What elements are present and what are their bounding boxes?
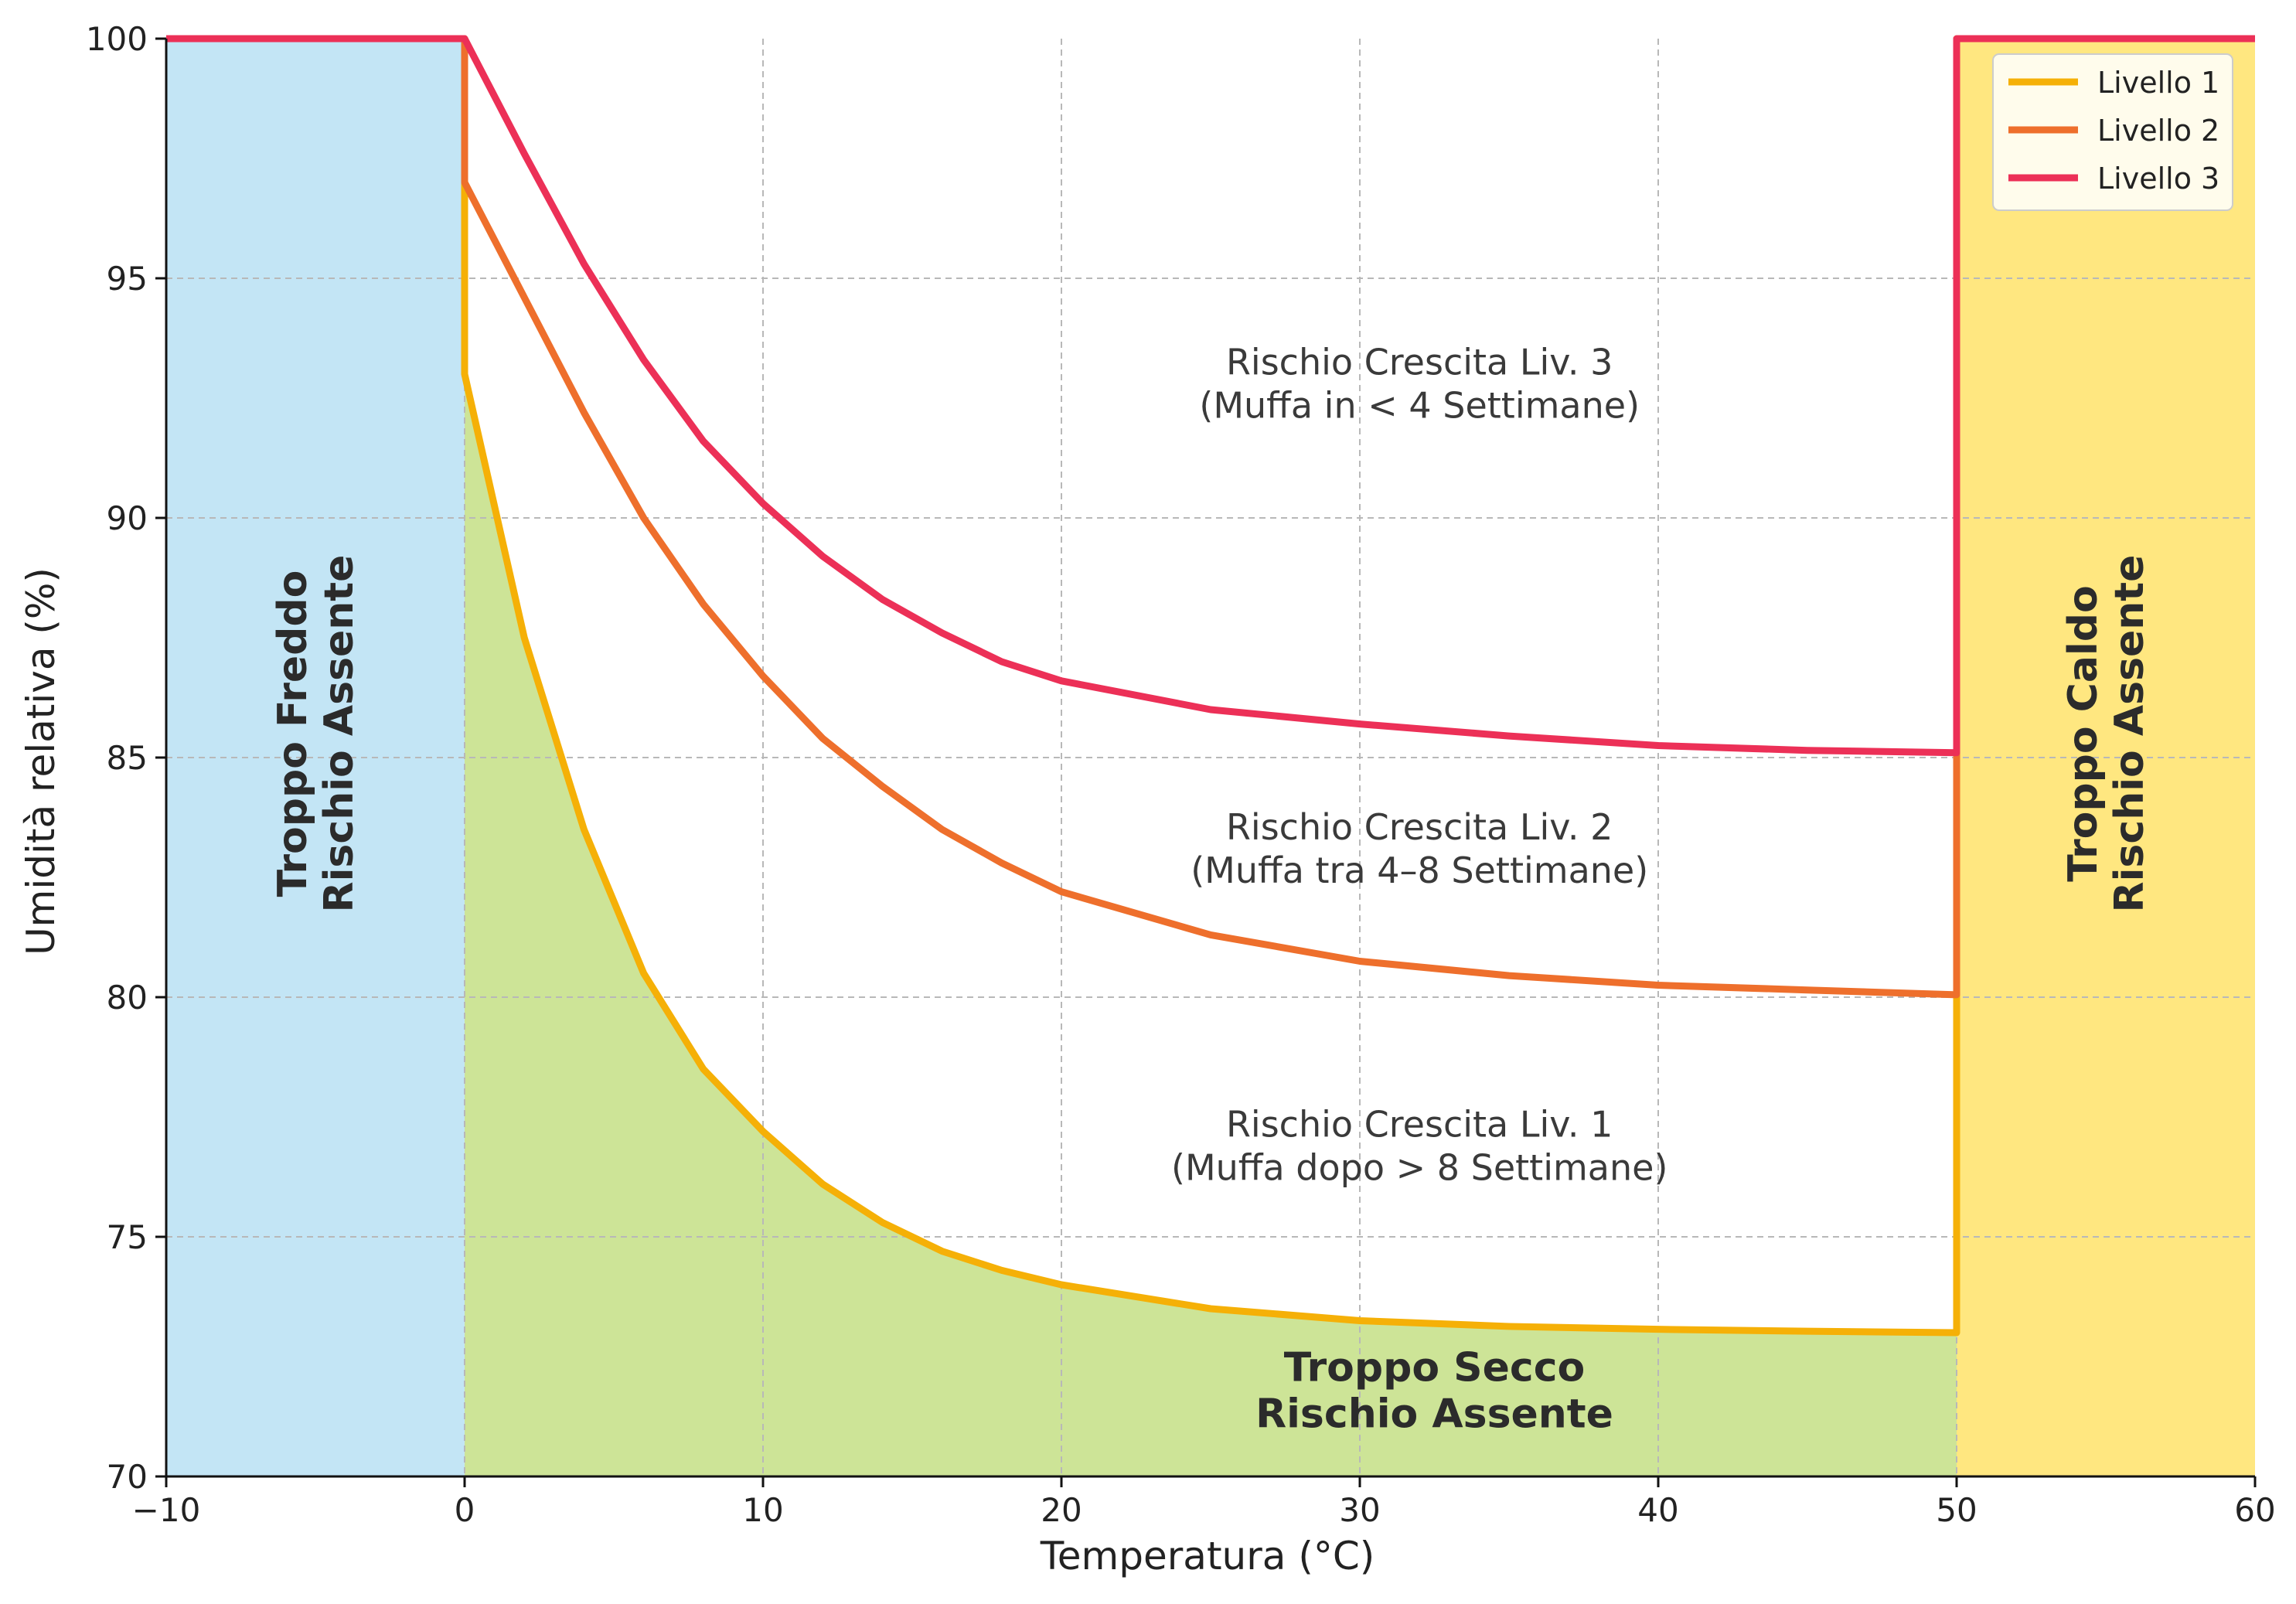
- annotation-line: Troppo Secco: [1284, 1345, 1586, 1391]
- annotation-line: (Muffa tra 4–8 Settimane): [1191, 850, 1648, 891]
- y-tick-label: 90: [107, 499, 148, 537]
- legend: Livello 1 Livello 2 Livello 3: [1992, 53, 2233, 211]
- x-tick-label: 10: [742, 1491, 783, 1529]
- y-tick-label: 80: [107, 979, 148, 1017]
- annotation-liv1: Rischio Crescita Liv. 1 (Muffa dopo > 8 S…: [1171, 1103, 1667, 1188]
- x-axis-label: Temperatura (°C): [1040, 1534, 1375, 1578]
- annotation-liv3: Rischio Crescita Liv. 3 (Muffa in < 4 Set…: [1199, 342, 1640, 427]
- annotation-line: Rischio Crescita Liv. 1: [1226, 1103, 1613, 1145]
- annotation-line: (Muffa dopo > 8 Settimane): [1171, 1146, 1667, 1188]
- series-line-1: [166, 35, 2255, 1337]
- annotation-line: Troppo Caldo: [2060, 585, 2107, 881]
- x-tick-label: 50: [1936, 1491, 1977, 1529]
- x-tick-label: 60: [2234, 1491, 2275, 1529]
- annotation-line: Rischio Crescita Liv. 2: [1226, 806, 1613, 848]
- y-tick-label: 95: [107, 260, 148, 298]
- y-tick-label: 75: [107, 1218, 148, 1256]
- legend-box: [1992, 53, 2233, 211]
- region-troppo-freddo: [166, 39, 465, 1476]
- region-troppo-secco: [465, 374, 1957, 1476]
- axes-layer: −10 0 10 20 30 40 50 60 70 75 80 85 90 95 100: [86, 20, 2276, 1529]
- annotation-layer: Troppo FreddoRischio Assente Troppo Caldo…: [270, 342, 2153, 1438]
- annotation-line: (Muffa in < 4 Settimane): [1199, 385, 1640, 427]
- x-tick-label: 30: [1339, 1491, 1380, 1529]
- legend-label: Livello 2: [2097, 114, 2219, 148]
- y-tick-label: 70: [107, 1458, 148, 1496]
- y-axis-label: Umidità relativa (%): [19, 567, 63, 955]
- annotation-line: Rischio Assente: [316, 555, 363, 913]
- annotation-line: Troppo Freddo: [270, 570, 316, 897]
- annotation-line: Rischio Assente: [1255, 1391, 1613, 1438]
- series-layer: [166, 35, 2255, 1337]
- y-tick-label: 100: [86, 20, 148, 58]
- series-line-2: [461, 39, 1960, 999]
- annotation-secco: Troppo Secco Rischio Assente: [1255, 1345, 1613, 1438]
- x-tick-label: 20: [1041, 1491, 1082, 1529]
- legend-label: Livello 3: [2097, 162, 2219, 196]
- x-tick-label: 40: [1637, 1491, 1678, 1529]
- annotation-line: Rischio Crescita Liv. 3: [1226, 342, 1613, 383]
- series-line-3: [166, 35, 2255, 757]
- annotation-caldo: Troppo CaldoRischio Assente: [2060, 555, 2153, 913]
- annotation-liv2: Rischio Crescita Liv. 2 (Muffa tra 4–8 Se…: [1191, 806, 1648, 891]
- x-tick-label: 0: [455, 1491, 475, 1529]
- y-tick-label: 85: [107, 739, 148, 777]
- annotation-freddo: Troppo FreddoRischio Assente: [270, 555, 363, 913]
- legend-label: Livello 1: [2097, 66, 2219, 100]
- x-tick-label: −10: [132, 1491, 201, 1529]
- annotation-line: Rischio Assente: [2107, 555, 2153, 913]
